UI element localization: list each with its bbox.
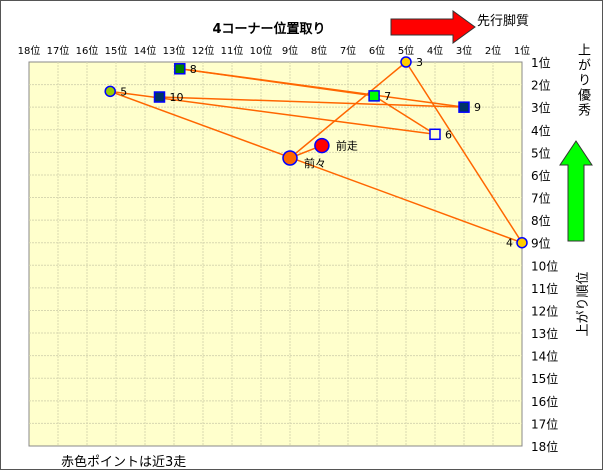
y-tick-label: 18位 bbox=[531, 439, 558, 454]
right-arrow-icon bbox=[390, 10, 476, 44]
y-tick-label: 12位 bbox=[531, 303, 558, 318]
x-tick-label: 9位 bbox=[282, 44, 298, 57]
y-tick-label: 8位 bbox=[531, 213, 551, 228]
data-point-4 bbox=[516, 236, 528, 249]
x-tick-label: 2位 bbox=[485, 44, 501, 57]
connecting-line bbox=[109, 90, 523, 244]
x-tick-label: 13位 bbox=[163, 44, 186, 57]
y-tick-label: 4位 bbox=[531, 123, 551, 138]
x-tick-label: 7位 bbox=[340, 44, 356, 57]
y-tick-label: 7位 bbox=[531, 191, 551, 206]
data-point-7 bbox=[368, 90, 380, 102]
x-tick-labels: 18位 17位 16位 15位 14位 13位 12位 11位 10位 9位 8位 7位 6位 5位 4位 3… bbox=[18, 44, 531, 57]
y-tick-label: 3位 bbox=[531, 100, 551, 115]
y-tick-label: 11位 bbox=[531, 281, 558, 296]
x-tick-label: 3位 bbox=[456, 44, 472, 57]
connecting-line bbox=[373, 95, 436, 135]
data-label: 前々 bbox=[304, 156, 326, 170]
data-point-9 bbox=[458, 101, 470, 113]
x-tick-label: 10位 bbox=[250, 44, 273, 57]
connecting-line bbox=[405, 61, 523, 244]
x-tick-label: 17位 bbox=[47, 44, 70, 57]
data-point-10 bbox=[153, 91, 166, 103]
y-tick-label: 17位 bbox=[531, 416, 558, 431]
y-axis-label: 上がり順位 bbox=[576, 271, 591, 336]
y-tick-label: 13位 bbox=[531, 326, 558, 341]
y-tick-label: 2位 bbox=[531, 78, 551, 93]
y-tick-labels: 1位 2位 3位 4位 5位 6位 7位 8位 9位 10位 11位 12位 13位 14位 15位 16位 1… bbox=[531, 55, 558, 454]
chart-title: 4コーナー位置取り bbox=[212, 21, 325, 37]
y-direction-label: 上がり優秀 bbox=[575, 43, 590, 118]
x-direction-label: 先行脚質 bbox=[477, 13, 529, 29]
data-label: 6 bbox=[445, 128, 452, 141]
x-tick-label: 12位 bbox=[192, 44, 215, 57]
data-label: 8 bbox=[190, 63, 197, 76]
x-tick-label: 16位 bbox=[76, 44, 99, 57]
up-arrow-icon bbox=[559, 140, 593, 242]
data-label: 4 bbox=[506, 237, 513, 250]
data-label: 9 bbox=[474, 101, 481, 114]
data-label: 7 bbox=[384, 90, 391, 103]
y-tick-label: 5位 bbox=[531, 145, 551, 160]
x-tick-label: 14位 bbox=[134, 44, 157, 57]
y-tick-label: 1位 bbox=[531, 55, 551, 70]
connecting-line bbox=[159, 96, 465, 108]
y-tick-label: 16位 bbox=[531, 394, 558, 409]
x-tick-label: 8位 bbox=[311, 44, 327, 57]
data-point-8 bbox=[174, 63, 186, 75]
connecting-line bbox=[289, 61, 407, 159]
x-tick-label: 11位 bbox=[221, 44, 244, 57]
x-tick-label: 5位 bbox=[398, 44, 414, 57]
data-point-前々 bbox=[282, 150, 298, 166]
footnote: 赤色ポイントは近3走 bbox=[61, 454, 186, 470]
data-point-3 bbox=[400, 56, 412, 68]
data-point-前走 bbox=[314, 137, 330, 154]
data-label: 前走 bbox=[336, 139, 358, 153]
data-label: 5 bbox=[120, 85, 127, 98]
data-label: 3 bbox=[416, 56, 423, 69]
y-tick-label: 14位 bbox=[531, 349, 558, 364]
x-tick-label: 6位 bbox=[369, 44, 385, 57]
y-tick-label: 6位 bbox=[531, 168, 551, 183]
connecting-line bbox=[179, 68, 465, 108]
plot-area bbox=[28, 61, 523, 447]
x-tick-label: 15位 bbox=[105, 44, 128, 57]
x-tick-label: 1位 bbox=[514, 44, 530, 57]
data-point-6 bbox=[429, 128, 441, 141]
y-tick-label: 10位 bbox=[531, 258, 558, 273]
y-tick-label: 15位 bbox=[531, 371, 558, 386]
data-label: 10 bbox=[170, 91, 184, 104]
x-tick-label: 18位 bbox=[18, 44, 41, 57]
x-tick-label: 4位 bbox=[427, 44, 443, 57]
y-tick-label: 9位 bbox=[531, 236, 551, 251]
data-point-5 bbox=[104, 85, 116, 98]
